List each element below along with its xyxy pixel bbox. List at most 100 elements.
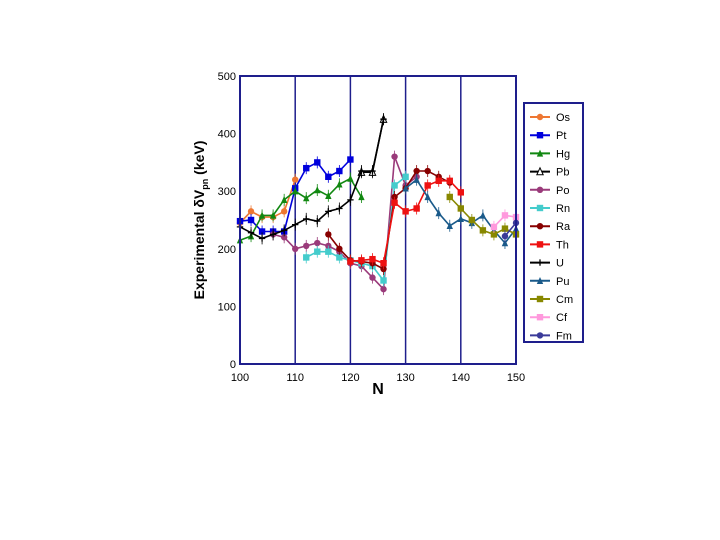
legend-item-th: Th xyxy=(530,239,569,251)
legend-item-hg: Hg xyxy=(530,148,570,160)
data-point xyxy=(501,239,509,247)
data-point xyxy=(347,156,354,163)
data-point xyxy=(391,182,398,189)
data-point xyxy=(380,260,387,267)
data-point xyxy=(424,167,431,175)
legend-label: Cf xyxy=(556,312,568,324)
data-point xyxy=(292,245,299,252)
legend-item-rn: Rn xyxy=(530,203,570,215)
y-tick-label: 500 xyxy=(218,71,236,83)
series-u xyxy=(236,113,387,245)
x-tick-label: 110 xyxy=(286,372,304,384)
data-point xyxy=(424,182,431,189)
y-axis-title-unit: (keV) xyxy=(191,141,207,179)
legend-label: Pb xyxy=(556,167,569,179)
data-point xyxy=(369,274,376,281)
data-point xyxy=(292,176,299,183)
data-point xyxy=(457,215,464,223)
data-point xyxy=(435,177,442,185)
legend-label: Fm xyxy=(556,330,572,342)
series-line xyxy=(239,179,296,224)
data-point xyxy=(446,221,453,229)
legend-label: Pt xyxy=(556,130,566,142)
legend-marker xyxy=(536,295,544,303)
data-point xyxy=(358,167,365,175)
data-point xyxy=(369,167,376,175)
y-tick-label: 100 xyxy=(218,301,236,313)
data-point xyxy=(247,229,255,236)
data-point xyxy=(325,248,332,255)
legend-marker xyxy=(536,259,544,266)
data-point xyxy=(314,217,321,225)
data-point xyxy=(402,208,409,215)
series-line xyxy=(361,119,385,173)
data-point xyxy=(490,223,498,231)
data-point xyxy=(369,255,376,263)
data-point xyxy=(358,193,365,201)
series-line xyxy=(239,119,385,240)
data-point xyxy=(269,231,277,238)
legend-label: Rn xyxy=(556,203,570,215)
data-point xyxy=(347,258,354,265)
data-point xyxy=(258,228,266,235)
data-point xyxy=(402,173,409,180)
data-point xyxy=(336,254,343,261)
data-point xyxy=(347,196,354,204)
data-point xyxy=(457,205,464,212)
data-point xyxy=(325,208,332,215)
data-point xyxy=(501,225,509,232)
x-axis-title: N xyxy=(372,381,384,398)
data-point xyxy=(292,221,299,228)
x-tick-label: 120 xyxy=(341,372,359,384)
legend-item-cm: Cm xyxy=(530,294,573,306)
data-point xyxy=(314,186,321,194)
legend-item-ra: Ra xyxy=(530,221,571,233)
data-point xyxy=(413,175,420,183)
data-point xyxy=(303,254,310,261)
legend-marker xyxy=(536,223,544,230)
legend-item-po: Po xyxy=(530,185,569,197)
legend-item-pu: Pu xyxy=(530,276,569,288)
data-point xyxy=(336,245,343,252)
data-point xyxy=(391,199,398,206)
data-point xyxy=(402,184,409,192)
x-tick-labels: 100 110 120 130 140 150 xyxy=(231,372,525,384)
legend-label: Th xyxy=(556,239,569,251)
x-tick-label: 140 xyxy=(452,372,470,384)
series-line xyxy=(239,177,363,241)
data-point xyxy=(336,205,343,212)
y-tick-label: 300 xyxy=(218,186,236,198)
legend-label: Pu xyxy=(556,276,569,288)
y-tick-label: 200 xyxy=(218,244,236,256)
legend-item-os: Os xyxy=(530,112,571,124)
data-point xyxy=(380,116,387,123)
data-point xyxy=(325,231,332,238)
data-point xyxy=(247,208,255,215)
data-point xyxy=(280,234,288,241)
y-tick-label: 0 xyxy=(230,359,236,371)
legend-box xyxy=(523,102,584,343)
data-point xyxy=(247,216,255,224)
data-point xyxy=(468,216,476,224)
data-point xyxy=(446,177,453,185)
legend-marker xyxy=(536,149,544,157)
data-point xyxy=(358,257,365,264)
data-point xyxy=(435,209,442,217)
legend-item-u: U xyxy=(530,258,564,270)
data-point xyxy=(479,211,487,219)
plot-layer xyxy=(236,76,520,364)
data-point xyxy=(424,193,431,201)
legend-marker xyxy=(536,166,544,176)
data-point xyxy=(280,196,288,204)
data-point xyxy=(380,285,387,293)
data-point xyxy=(280,227,288,234)
y-axis-title-sub: pn xyxy=(200,179,210,190)
legend-marker xyxy=(536,132,544,139)
legend-item-pt: Pt xyxy=(530,130,566,142)
x-tick-label: 100 xyxy=(231,372,249,384)
data-point xyxy=(269,211,277,219)
data-point xyxy=(303,215,310,223)
series-po xyxy=(269,150,420,296)
data-point xyxy=(380,277,387,284)
